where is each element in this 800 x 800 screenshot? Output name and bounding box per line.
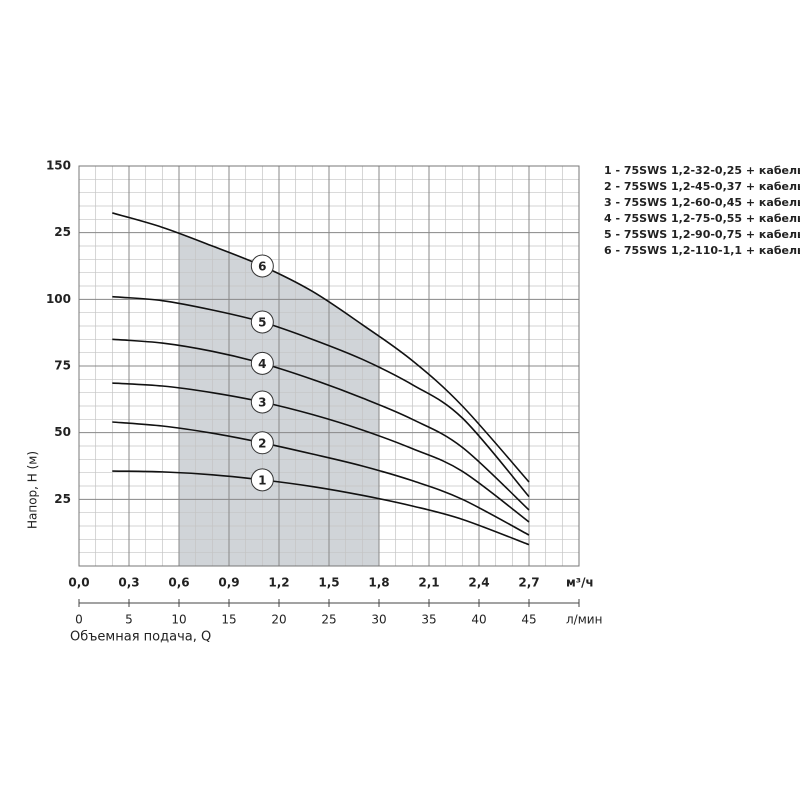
- y-tick-label: 150: [46, 159, 71, 173]
- y-tick-label: 50: [54, 425, 71, 439]
- x-tick-label: 0,6: [168, 576, 189, 590]
- legend-entry: 3 - 75SWS 1,2-60-0,45 + кабель: [604, 196, 800, 209]
- curve-label-badge: [250, 351, 274, 375]
- x-tick-label: 0,3: [118, 576, 139, 590]
- curve-label: 6: [258, 260, 266, 274]
- y-tick-label: 100: [46, 292, 71, 306]
- curve-label-badge: [250, 431, 274, 455]
- x-tick-label: 1,2: [268, 576, 289, 590]
- pump-curve: [112, 421, 530, 536]
- curve-label-badge: [250, 468, 274, 492]
- legend-entry: 1 - 75SWS 1,2-32-0,25 + кабель: [604, 164, 800, 177]
- x-tick-label: 2,4: [468, 576, 489, 590]
- y-tick-label: 25: [54, 492, 71, 506]
- x2-tick-label: 0: [75, 613, 83, 627]
- x-tick-label: 1,8: [368, 576, 389, 590]
- pump-curve: [112, 295, 530, 498]
- x2-unit: л/мин: [566, 613, 602, 627]
- y-axis-label: Напор, Н (м): [26, 451, 40, 529]
- x2-tick-label: 45: [521, 613, 536, 627]
- grid: [78, 165, 580, 567]
- x2-tick-label: 15: [221, 613, 236, 627]
- pump-curve: [112, 470, 530, 546]
- legend-entry: 6 - 75SWS 1,2-110-1,1 + кабель: [604, 244, 800, 257]
- curve-label: 4: [258, 357, 266, 371]
- x2-tick-label: 30: [371, 613, 386, 627]
- x2-tick-label: 10: [171, 613, 186, 627]
- curve-label-badge: [250, 390, 274, 414]
- curve-label: 2: [258, 436, 266, 450]
- legend-entry: 5 - 75SWS 1,2-90-0,75 + кабель: [604, 228, 800, 241]
- curve-label-badge: [250, 254, 274, 278]
- legend-entry: 4 - 75SWS 1,2-75-0,55 + кабель: [604, 212, 800, 225]
- plot-frame: [78, 165, 580, 567]
- x2-tick-label: 5: [125, 613, 133, 627]
- x2-tick-label: 25: [321, 613, 336, 627]
- y-tick-label: 75: [54, 359, 71, 373]
- x2-tick-label: 40: [471, 613, 486, 627]
- x2-tick-label: 20: [271, 613, 286, 627]
- x-axis-label: Объемная подача, Q: [70, 630, 211, 645]
- pump-curve: [112, 212, 530, 483]
- pump-curve: [112, 338, 530, 511]
- curve-label-badge: [250, 310, 274, 334]
- pump-curve: [112, 382, 530, 523]
- legend-entry: 2 - 75SWS 1,2-45-0,37 + кабель: [604, 180, 800, 193]
- x-tick-label: 1,5: [318, 576, 339, 590]
- x-tick-label: 2,1: [418, 576, 439, 590]
- y-tick-label: 25: [54, 225, 71, 239]
- curve-label: 5: [258, 316, 266, 330]
- curve-label: 3: [258, 396, 266, 410]
- x-tick-label: 2,7: [518, 576, 539, 590]
- x-tick-label: 0,0: [68, 576, 89, 590]
- curve-label: 1: [258, 473, 266, 487]
- x-unit: м³/ч: [566, 576, 594, 590]
- x2-tick-label: 35: [421, 613, 436, 627]
- x-tick-label: 0,9: [218, 576, 239, 590]
